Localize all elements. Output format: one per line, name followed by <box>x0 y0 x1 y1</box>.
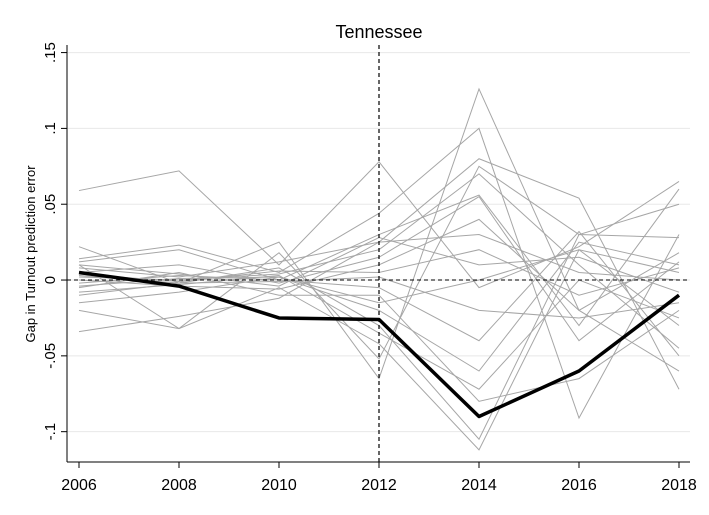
chart-title: Tennessee <box>335 22 422 42</box>
x-tick-label-1: 2008 <box>161 477 197 494</box>
y-tick-label-4: .1 <box>42 122 59 135</box>
placebo-line-18 <box>78 249 680 304</box>
y-tick-label-5: .15 <box>42 42 59 63</box>
y-tick-label-0: -.1 <box>42 423 59 441</box>
reference-lines <box>67 45 690 462</box>
axes <box>61 45 690 468</box>
placebo-line-0 <box>78 161 680 289</box>
x-tick-label-2: 2010 <box>261 477 297 494</box>
treated-series-group <box>78 270 681 419</box>
y-tick-label-2: 0 <box>42 276 59 284</box>
y-tick-label-1: -.05 <box>42 343 59 369</box>
treated-line <box>78 270 681 419</box>
y-axis-label: Gap in Turnout prediction error <box>23 165 38 343</box>
y-tick-label-3: .05 <box>42 194 59 215</box>
x-tick-label-3: 2012 <box>361 477 397 494</box>
placebo-line-14 <box>78 230 680 357</box>
x-tick-label-5: 2016 <box>561 477 597 494</box>
x-tick-label-0: 2006 <box>61 477 97 494</box>
placebo-line-10 <box>78 271 680 402</box>
x-tick-label-4: 2014 <box>461 477 497 494</box>
placebo-line-12 <box>78 241 680 372</box>
x-tick-label-6: 2018 <box>661 477 697 494</box>
tick-labels: -.1 -.05 0 .05 .1 .15 2006 2008 2010 2012 2014 2016… <box>42 42 697 494</box>
